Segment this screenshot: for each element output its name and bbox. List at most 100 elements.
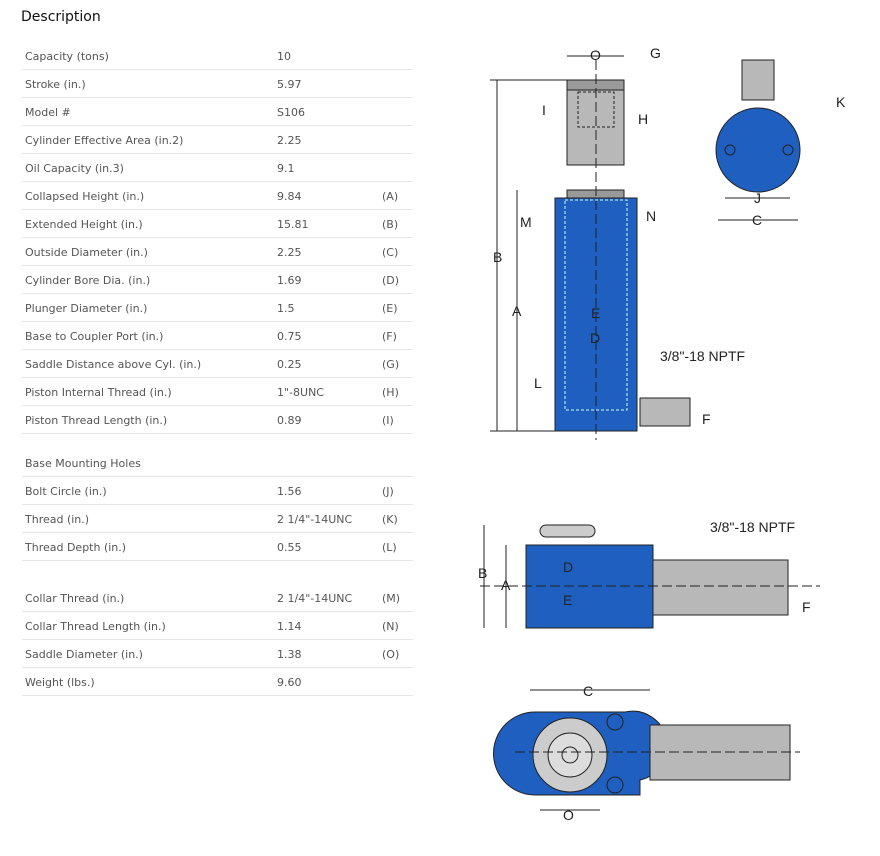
label-M: M xyxy=(520,214,532,230)
label-A-2: A xyxy=(501,577,511,593)
spec-label: Cylinder Effective Area (in.2) xyxy=(25,134,184,147)
spec-ref: (O) xyxy=(382,648,400,661)
spec-ref: (F) xyxy=(382,330,397,343)
collar-table: Collar Thread (in.) 2 1/4"-14UNC (M) Collar… xyxy=(22,584,413,696)
spec-value: 0.25 xyxy=(277,358,302,371)
spec-ref: (M) xyxy=(382,592,401,605)
table-row: Bolt Circle (in.) 1.56 (J) xyxy=(22,477,413,505)
label-J: J xyxy=(754,190,761,206)
mounting-table: Base Mounting Holes Bolt Circle (in.) 1.5… xyxy=(22,449,413,561)
spec-label: Capacity (tons) xyxy=(25,50,109,63)
label-F: F xyxy=(702,411,711,427)
spec-value: 9.60 xyxy=(277,676,302,689)
spec-label: Base to Coupler Port (in.) xyxy=(25,330,164,343)
table-row: Capacity (tons) 10 xyxy=(22,42,413,70)
table-row: Piston Internal Thread (in.) 1"-8UNC (H) xyxy=(22,378,413,406)
table-row: Stroke (in.) 5.97 xyxy=(22,70,413,98)
spec-value: 15.81 xyxy=(277,218,309,231)
spec-value: 1.56 xyxy=(277,485,302,498)
label-D-2: D xyxy=(563,559,573,575)
label-C-2: C xyxy=(583,683,593,699)
label-C: C xyxy=(752,212,762,228)
table-row: Model # S106 xyxy=(22,98,413,126)
spec-value: 10 xyxy=(277,50,291,63)
spec-value: 2 1/4"-14UNC xyxy=(277,513,353,526)
spec-label: Saddle Diameter (in.) xyxy=(25,648,143,661)
table-row: Outside Diameter (in.) 2.25 (C) xyxy=(22,238,413,266)
spec-label: Model # xyxy=(25,106,71,119)
spec-value: 0.89 xyxy=(277,414,302,427)
spec-value: 1.38 xyxy=(277,648,302,661)
label-K: K xyxy=(836,94,846,110)
spec-label: Collar Thread (in.) xyxy=(25,592,125,605)
spec-value: 0.75 xyxy=(277,330,302,343)
spec-label: Thread Depth (in.) xyxy=(25,541,127,554)
spec-value: 1.14 xyxy=(277,620,302,633)
section-header: Base Mounting Holes xyxy=(22,449,413,477)
label-E-2: E xyxy=(563,592,572,608)
spec-label: Stroke (in.) xyxy=(25,78,86,91)
spec-ref: (E) xyxy=(382,302,398,315)
table-row: Thread (in.) 2 1/4"-14UNC (K) xyxy=(22,505,413,533)
table-row: Extended Height (in.) 15.81 (B) xyxy=(22,210,413,238)
label-B-2: B xyxy=(478,565,487,581)
table-row: Collar Thread (in.) 2 1/4"-14UNC (M) xyxy=(22,584,413,612)
coupler xyxy=(639,397,691,427)
spec-ref: (D) xyxy=(382,274,400,287)
label-I: I xyxy=(542,102,546,118)
label-N: N xyxy=(646,208,656,224)
spec-ref: (C) xyxy=(382,246,399,259)
spec-label: Cylinder Bore Dia. (in.) xyxy=(25,274,151,287)
table-row: Oil Capacity (in.3) 9.1 xyxy=(22,154,413,182)
spec-value: 9.84 xyxy=(277,190,302,203)
spec-label: Piston Thread Length (in.) xyxy=(25,414,168,427)
table-row: Cylinder Effective Area (in.2) 2.25 xyxy=(22,126,413,154)
spec-ref: (H) xyxy=(382,386,399,399)
label-F-2: F xyxy=(802,599,811,615)
spec-value: 0.55 xyxy=(277,541,302,554)
spec-value: 9.1 xyxy=(277,162,295,175)
spec-value: 1.69 xyxy=(277,274,302,287)
spec-label: Weight (lbs.) xyxy=(25,676,95,689)
label-O: O xyxy=(590,47,601,63)
spec-ref: (B) xyxy=(382,218,399,231)
label-G: G xyxy=(650,45,661,61)
spec-ref: (G) xyxy=(382,358,400,371)
spec-ref: (A) xyxy=(382,190,399,203)
table-row: Cylinder Bore Dia. (in.) 1.69 (D) xyxy=(22,266,413,294)
spec-label: Thread (in.) xyxy=(25,513,90,526)
spec-label: Oil Capacity (in.3) xyxy=(25,162,124,175)
table-row: Plunger Diameter (in.) 1.5 (E) xyxy=(22,294,413,322)
table-row: Saddle Diameter (in.) 1.38 (O) xyxy=(22,640,413,668)
label-A: A xyxy=(512,303,522,319)
port-label-2: 3/8"-18 NPTF xyxy=(710,519,795,535)
label-B: B xyxy=(493,249,502,265)
spec-value: 2.25 xyxy=(277,246,302,259)
spec-label: Plunger Diameter (in.) xyxy=(25,302,148,315)
spec-value: 5.97 xyxy=(277,78,302,91)
spec-table: Capacity (tons) 10 Stroke (in.) 5.97 Model #… xyxy=(22,42,413,434)
spec-value: S106 xyxy=(277,106,305,119)
port-label: 3/8"-18 NPTF xyxy=(660,348,745,364)
label-O-2: O xyxy=(563,807,574,823)
table-row: Collar Thread Length (in.) 1.14 (N) xyxy=(22,612,413,640)
spec-ref: (J) xyxy=(382,485,394,498)
horizontal-body xyxy=(525,544,654,629)
end-view xyxy=(715,107,801,193)
label-H: H xyxy=(638,111,648,127)
spec-label: Saddle Distance above Cyl. (in.) xyxy=(25,358,202,371)
table-row: Collapsed Height (in.) 9.84 (A) xyxy=(22,182,413,210)
spec-label: Collapsed Height (in.) xyxy=(25,190,145,203)
spec-value: 2.25 xyxy=(277,134,302,147)
table-row: Weight (lbs.) 9.60 xyxy=(22,668,413,696)
page-title: Description xyxy=(21,9,101,25)
spec-label: Bolt Circle (in.) xyxy=(25,485,107,498)
label-E: E xyxy=(591,305,600,321)
spec-label: Collar Thread Length (in.) xyxy=(25,620,166,633)
table-row: Piston Thread Length (in.) 0.89 (I) xyxy=(22,406,413,434)
spec-label: Extended Height (in.) xyxy=(25,218,143,231)
table-row: Base to Coupler Port (in.) 0.75 (F) xyxy=(22,322,413,350)
spec-label: Piston Internal Thread (in.) xyxy=(25,386,172,399)
spec-ref: (K) xyxy=(382,513,398,526)
